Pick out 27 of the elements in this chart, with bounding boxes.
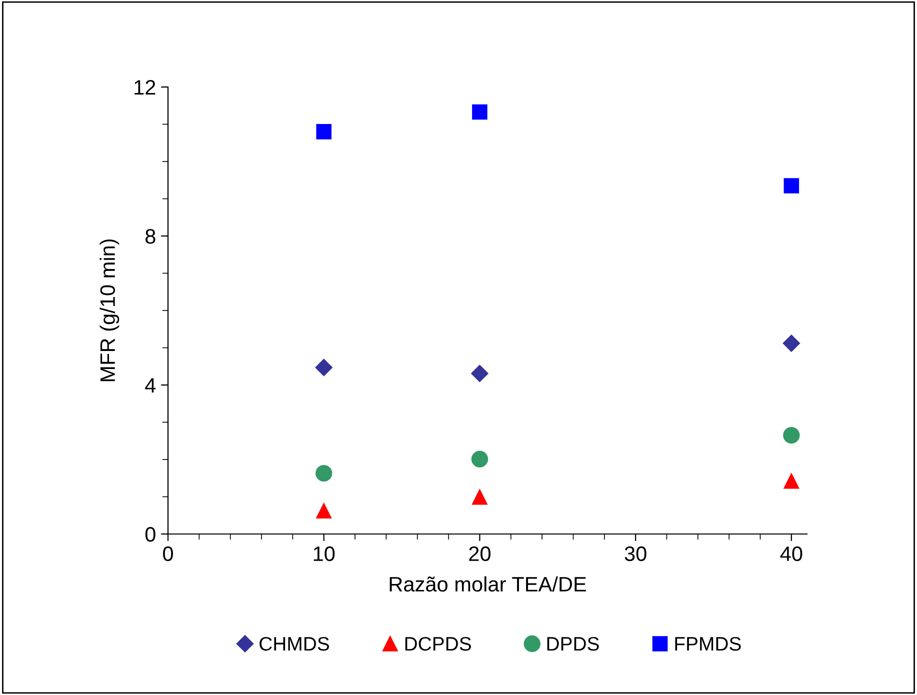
x-tick-label: 20 bbox=[469, 546, 490, 562]
y-tick-label: 4 bbox=[145, 378, 156, 393]
point bbox=[316, 124, 332, 140]
x-axis-title: Razão molar TEA/DE bbox=[390, 576, 586, 592]
y-tick-label: 8 bbox=[146, 229, 156, 244]
point bbox=[782, 334, 800, 352]
legend-label: FPMDS bbox=[675, 636, 741, 651]
point bbox=[315, 358, 332, 376]
y-tick-label: 12 bbox=[134, 80, 156, 95]
point bbox=[472, 104, 488, 120]
point bbox=[472, 489, 488, 505]
point bbox=[783, 426, 800, 444]
point bbox=[471, 450, 488, 468]
x-tick-label: 40 bbox=[780, 546, 802, 562]
point bbox=[784, 178, 800, 194]
y-axis-title: MFR (g/10 min) bbox=[100, 239, 120, 382]
y-tick-label: 0 bbox=[145, 527, 156, 542]
point bbox=[471, 364, 488, 382]
x-tick-label: 10 bbox=[314, 546, 335, 562]
legend-label: DPDS bbox=[547, 636, 599, 651]
x-tick-label: 0 bbox=[163, 546, 173, 562]
x-tick-label: 30 bbox=[624, 546, 646, 562]
point bbox=[316, 503, 332, 519]
legend-label: CHMDS bbox=[260, 636, 329, 651]
legend-label: DCPDS bbox=[405, 636, 471, 651]
point bbox=[784, 473, 800, 489]
point bbox=[316, 464, 332, 482]
